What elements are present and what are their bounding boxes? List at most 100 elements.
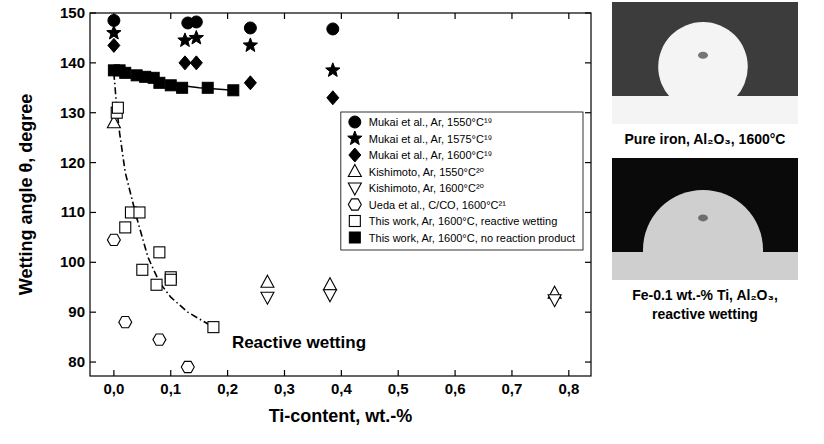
y-tick [90, 112, 96, 113]
legend-marker [348, 131, 362, 145]
legend-marker [349, 148, 361, 162]
data-point [261, 275, 274, 287]
plot-frame [90, 13, 591, 376]
data-point [181, 361, 194, 372]
data-point [108, 38, 120, 52]
x-tick-top [341, 13, 342, 19]
legend-label: Mukai et al., Ar, 1600°C¹⁹ [369, 149, 492, 161]
y-tick [90, 312, 96, 313]
reflection [698, 214, 708, 221]
x-tick-top [568, 13, 569, 19]
y-tick-label: 80 [68, 353, 85, 370]
x-tick-top [284, 13, 285, 19]
legend-label: Ueda et al., C/CO, 1600°C²¹ [369, 199, 506, 211]
photo-background [612, 158, 798, 280]
data-point [151, 279, 162, 290]
x-tick [227, 370, 228, 376]
fit-line [114, 69, 233, 90]
data-point [244, 22, 256, 34]
data-point [202, 82, 213, 93]
data-point [154, 247, 165, 258]
legend: Mukai et al., Ar, 1550°C¹⁹ Mukai et al., … [341, 112, 583, 250]
photo-caption: reactive wetting [652, 306, 758, 322]
y-tick-right [585, 361, 591, 362]
x-tick [341, 370, 342, 376]
droplet [643, 190, 763, 253]
legend-marker [349, 216, 360, 227]
data-point [120, 222, 131, 233]
x-tick-label: 0,6 [445, 380, 466, 397]
legend-label: Kishimoto, Ar, 1550°C²⁰ [369, 166, 485, 178]
y-tick-label: 110 [61, 203, 85, 220]
x-tick-top [170, 13, 171, 19]
figure: 0,00,10,20,30,40,50,60,70,88090100110120… [0, 0, 824, 444]
legend-label: Kishimoto, Ar, 1600°C²⁰ [369, 182, 485, 194]
x-tick-label: 0,5 [388, 380, 409, 397]
y-tick-label: 150 [60, 4, 85, 21]
x-tick-label: 0,8 [558, 380, 579, 397]
x-tick [398, 370, 399, 376]
data-point [120, 67, 131, 78]
data-point [548, 295, 561, 307]
data-point [228, 85, 239, 96]
fit-line [114, 73, 214, 327]
y-tick [90, 12, 96, 13]
data-point [112, 102, 123, 113]
x-tick-top [227, 13, 228, 19]
y-tick [90, 62, 96, 63]
y-tick-right [585, 262, 591, 263]
data-point [177, 82, 188, 93]
data-point [179, 56, 191, 70]
legend-marker [349, 116, 361, 128]
y-tick-right [585, 212, 591, 213]
photo-caption: Fe-0.1 wt.-% Ti, Al₂O₃, [632, 287, 778, 303]
legend-box [341, 112, 583, 250]
y-tick-label: 100 [60, 253, 85, 270]
x-tick-label: 0,7 [502, 380, 523, 397]
y-axis-title: Wetting angle θ, degree [16, 94, 36, 295]
y-tick-right [585, 312, 591, 313]
x-axis-title: Ti-content, wt.-% [269, 406, 413, 426]
droplet-photo [612, 2, 798, 124]
data-point [189, 30, 203, 44]
data-point [134, 207, 145, 218]
legend-marker [348, 165, 361, 177]
y-tick-right [585, 12, 591, 13]
data-point [327, 23, 339, 35]
x-tick [568, 370, 569, 376]
x-tick [284, 370, 285, 376]
reflection [698, 52, 708, 59]
data-point [153, 334, 166, 345]
legend-label: Mukai et al., Ar, 1550°C¹⁹ [369, 116, 492, 128]
x-tick-top [511, 13, 512, 19]
y-tick-label: 120 [60, 154, 85, 171]
data-point [107, 25, 121, 39]
data-point [137, 264, 148, 275]
x-tick-label: 0,4 [331, 380, 353, 397]
legend-label: Mukai et al., Ar, 1575°C¹⁹ [369, 133, 492, 145]
x-tick [454, 370, 455, 376]
x-tick-label: 0,0 [103, 380, 124, 397]
data-point [165, 274, 176, 285]
data-point [165, 80, 176, 91]
droplet [658, 22, 748, 96]
data-point [178, 33, 192, 47]
x-tick-label: 0,1 [160, 380, 181, 397]
photo-background [612, 2, 798, 124]
data-point [119, 317, 132, 328]
photo-caption: Pure iron, Al₂O₃, 1600°C [625, 131, 786, 147]
data-point [154, 77, 165, 88]
data-point [327, 91, 339, 105]
y-tick-label: 130 [60, 104, 85, 121]
x-tick [113, 370, 114, 376]
data-point [323, 290, 336, 302]
data-point [208, 322, 219, 333]
y-tick-right [585, 62, 591, 63]
y-tick-right [585, 112, 591, 113]
data-point [190, 56, 202, 70]
data-point [261, 292, 274, 304]
y-tick [90, 212, 96, 213]
legend-label: This work, Ar, 1600°C, no reaction produ… [369, 232, 575, 244]
x-tick-top [398, 13, 399, 19]
data-point [107, 234, 120, 245]
